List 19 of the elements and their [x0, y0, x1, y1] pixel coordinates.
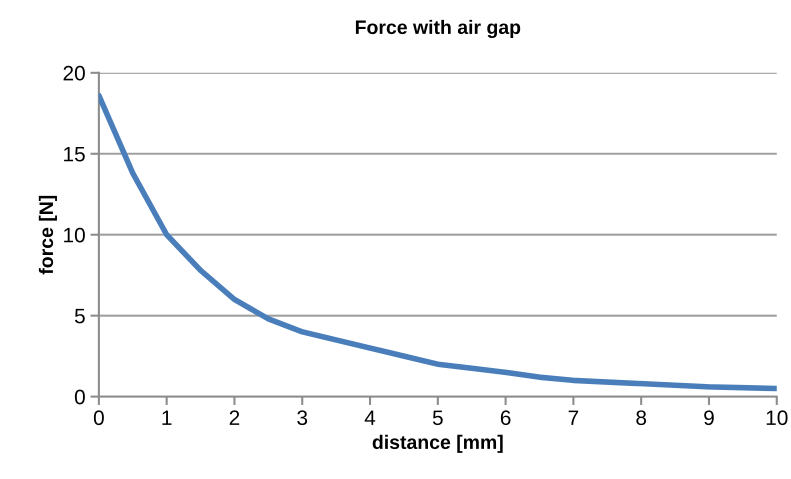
y-tick-label: 0: [74, 390, 85, 404]
y-axis-title: force [N]: [38, 196, 57, 274]
x-tick-label: 6: [500, 410, 510, 426]
x-tick-label: 4: [364, 410, 376, 425]
x-tick-label: 0: [94, 410, 104, 426]
y-tick-label: 15: [64, 146, 85, 162]
y-tick-label: 10: [64, 228, 85, 242]
x-tick-label: 10: [766, 410, 788, 426]
x-tick-label: 2: [230, 410, 240, 425]
chart-title: Force with air gap: [356, 20, 520, 38]
x-tick-label: 7: [568, 410, 578, 425]
x-tick-label: 8: [636, 410, 646, 426]
x-tick-label: 1: [162, 410, 172, 425]
x-tick-label: 3: [297, 410, 308, 426]
y-tick-label: 20: [64, 66, 85, 81]
x-axis-title: distance [mm]: [372, 434, 503, 453]
x-tick-label: 9: [704, 410, 714, 426]
x-tick-label: 5: [432, 410, 443, 426]
y-tick-label: 5: [74, 308, 85, 324]
